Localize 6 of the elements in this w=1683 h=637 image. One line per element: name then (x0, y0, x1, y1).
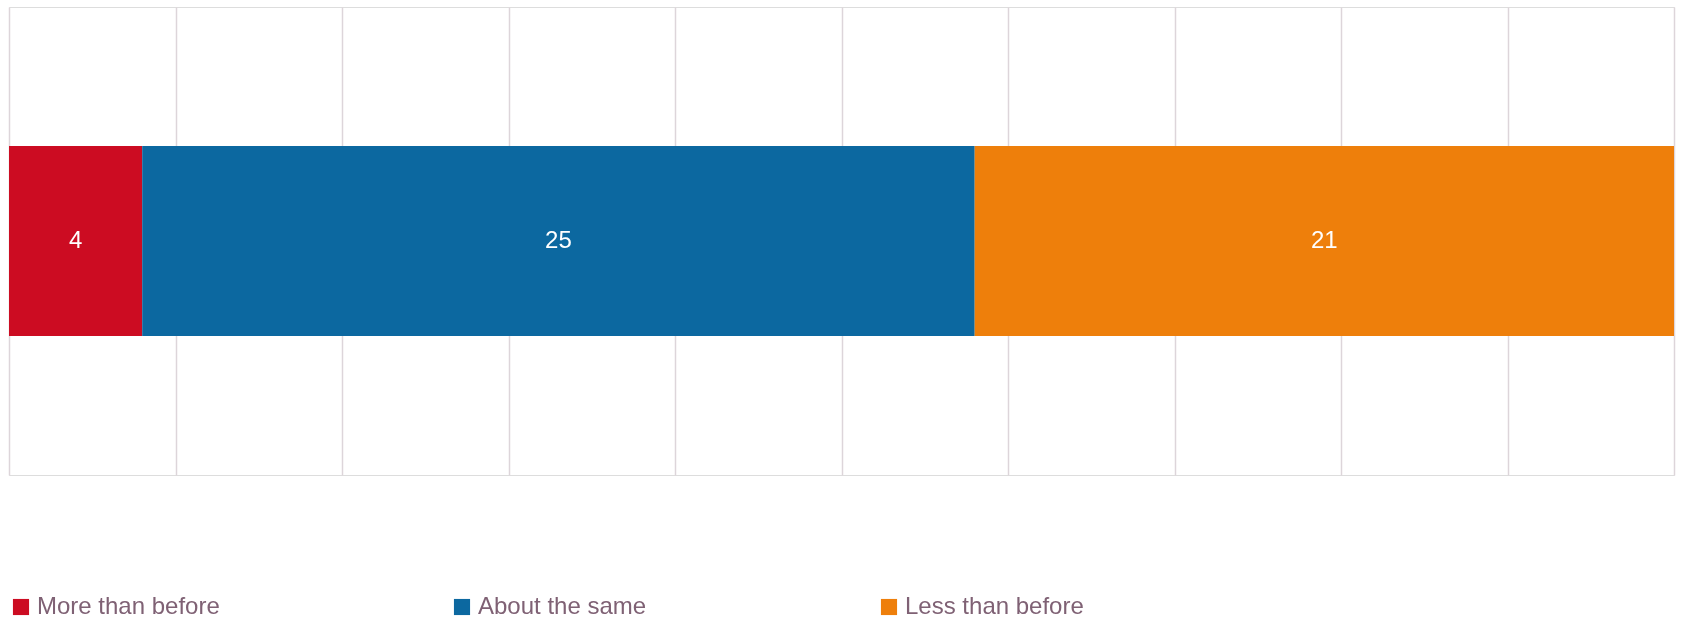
legend-label: Less than before (905, 592, 1084, 619)
data-label: 21 (1311, 226, 1338, 253)
data-label: 4 (68, 226, 83, 253)
legend-label: More than before (37, 592, 220, 619)
legend-label: About the same (478, 592, 647, 619)
data-label: 25 (545, 226, 572, 253)
